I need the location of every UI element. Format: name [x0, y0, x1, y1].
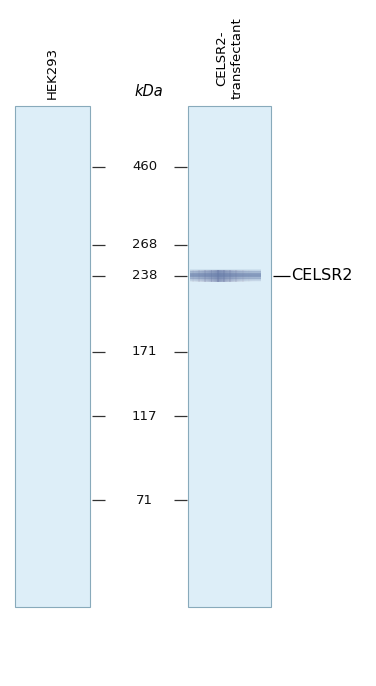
Bar: [250, 270, 252, 282]
Text: CELSR2-
transfectant: CELSR2- transfectant: [215, 18, 243, 99]
Bar: [190, 281, 261, 282]
Bar: [220, 270, 221, 282]
Bar: [227, 270, 228, 282]
Bar: [190, 276, 261, 277]
Bar: [223, 270, 225, 282]
Bar: [222, 270, 224, 282]
Bar: [192, 270, 194, 282]
Bar: [249, 270, 251, 282]
Text: 238: 238: [132, 270, 158, 282]
Text: 268: 268: [132, 239, 158, 251]
Bar: [236, 270, 238, 282]
Bar: [215, 270, 217, 282]
Bar: [198, 270, 200, 282]
Bar: [190, 280, 261, 281]
Text: CELSR2: CELSR2: [291, 268, 353, 283]
Bar: [190, 279, 261, 280]
Bar: [190, 270, 261, 271]
Bar: [260, 270, 262, 282]
Bar: [218, 270, 220, 282]
Bar: [235, 270, 237, 282]
Bar: [190, 271, 261, 272]
Bar: [191, 270, 193, 282]
Text: 460: 460: [132, 161, 157, 173]
Bar: [15, 106, 90, 607]
Bar: [252, 270, 253, 282]
Bar: [244, 270, 245, 282]
Bar: [240, 270, 241, 282]
Bar: [190, 273, 261, 274]
Bar: [190, 270, 261, 272]
Bar: [190, 278, 261, 279]
Bar: [190, 276, 261, 278]
Text: HEK293: HEK293: [46, 47, 59, 99]
Bar: [212, 270, 214, 282]
Bar: [190, 270, 261, 271]
Bar: [221, 270, 222, 282]
Bar: [203, 270, 205, 282]
Bar: [216, 270, 218, 282]
Bar: [228, 270, 229, 282]
Bar: [256, 270, 258, 282]
Bar: [190, 270, 191, 282]
Bar: [214, 270, 215, 282]
Bar: [190, 279, 261, 281]
Bar: [234, 270, 235, 282]
Bar: [205, 270, 207, 282]
Bar: [202, 270, 203, 282]
Bar: [190, 269, 261, 270]
Bar: [197, 270, 199, 282]
Bar: [190, 272, 261, 274]
Bar: [190, 277, 261, 279]
Bar: [255, 270, 257, 282]
Bar: [188, 106, 271, 607]
Bar: [190, 272, 261, 273]
Bar: [190, 274, 261, 275]
Bar: [245, 270, 246, 282]
Bar: [224, 270, 226, 282]
Bar: [242, 270, 244, 282]
Bar: [210, 270, 212, 282]
Bar: [204, 270, 206, 282]
Bar: [190, 274, 261, 276]
Bar: [208, 270, 209, 282]
Bar: [259, 270, 261, 282]
Bar: [226, 270, 227, 282]
Bar: [248, 270, 250, 282]
Bar: [196, 270, 197, 282]
Bar: [217, 270, 219, 282]
Bar: [229, 270, 231, 282]
Bar: [258, 270, 259, 282]
Bar: [253, 270, 255, 282]
Bar: [190, 276, 261, 277]
Bar: [199, 270, 201, 282]
Bar: [206, 270, 208, 282]
Bar: [193, 270, 195, 282]
Text: kDa: kDa: [134, 84, 163, 99]
Bar: [209, 270, 211, 282]
Bar: [190, 280, 261, 281]
Bar: [195, 270, 196, 282]
Text: 117: 117: [132, 410, 158, 423]
Bar: [233, 270, 234, 282]
Bar: [241, 270, 243, 282]
Text: 71: 71: [136, 494, 153, 506]
Bar: [211, 270, 213, 282]
Bar: [246, 270, 247, 282]
Bar: [190, 272, 261, 273]
Bar: [201, 270, 202, 282]
Bar: [190, 278, 261, 279]
Bar: [230, 270, 232, 282]
Bar: [190, 274, 261, 275]
Bar: [190, 275, 261, 276]
Bar: [254, 270, 256, 282]
Bar: [232, 270, 233, 282]
Text: 171: 171: [132, 346, 158, 358]
Bar: [239, 270, 240, 282]
Bar: [238, 270, 239, 282]
Bar: [247, 270, 249, 282]
